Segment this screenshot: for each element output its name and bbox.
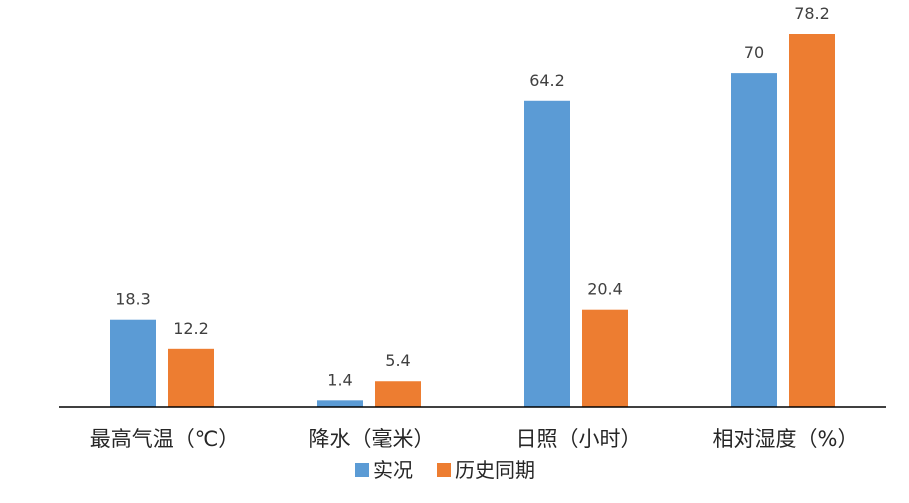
legend-swatch (355, 463, 369, 477)
category-label: 相对湿度（%） (713, 427, 859, 451)
legend-label: 实况 (373, 458, 413, 482)
bar-historical-1 (375, 381, 421, 407)
bar-historical-0 (168, 348, 214, 407)
bar-historical-3 (789, 34, 835, 407)
bar-actual-0 (110, 319, 156, 407)
value-label: 20.4 (587, 280, 623, 299)
bar-actual-2 (524, 100, 570, 407)
value-labels-layer: 18.3 12.2 1.4 5.4 64.2 20.4 70 78.2 (115, 4, 830, 389)
category-label: 日照（小时） (516, 427, 642, 451)
value-label: 1.4 (327, 370, 352, 389)
bar-historical-2 (582, 309, 628, 407)
category-labels-layer: 最高气温（℃） 降水（毫米） 日照（小时） 相对湿度（%） (90, 427, 859, 451)
legend-label: 历史同期 (455, 458, 535, 482)
category-label: 降水（毫米） (309, 427, 435, 451)
bar-actual-3 (731, 73, 777, 407)
value-label: 64.2 (529, 71, 565, 90)
value-label: 18.3 (115, 290, 151, 309)
bars-layer (110, 34, 835, 407)
value-label: 5.4 (385, 351, 410, 370)
legend: 实况 历史同期 (355, 458, 535, 482)
legend-swatch (437, 463, 451, 477)
value-label: 78.2 (794, 4, 830, 23)
category-label: 最高气温（℃） (90, 427, 240, 451)
bar-actual-1 (317, 400, 363, 407)
value-label: 12.2 (173, 319, 209, 338)
value-label: 70 (744, 43, 764, 62)
